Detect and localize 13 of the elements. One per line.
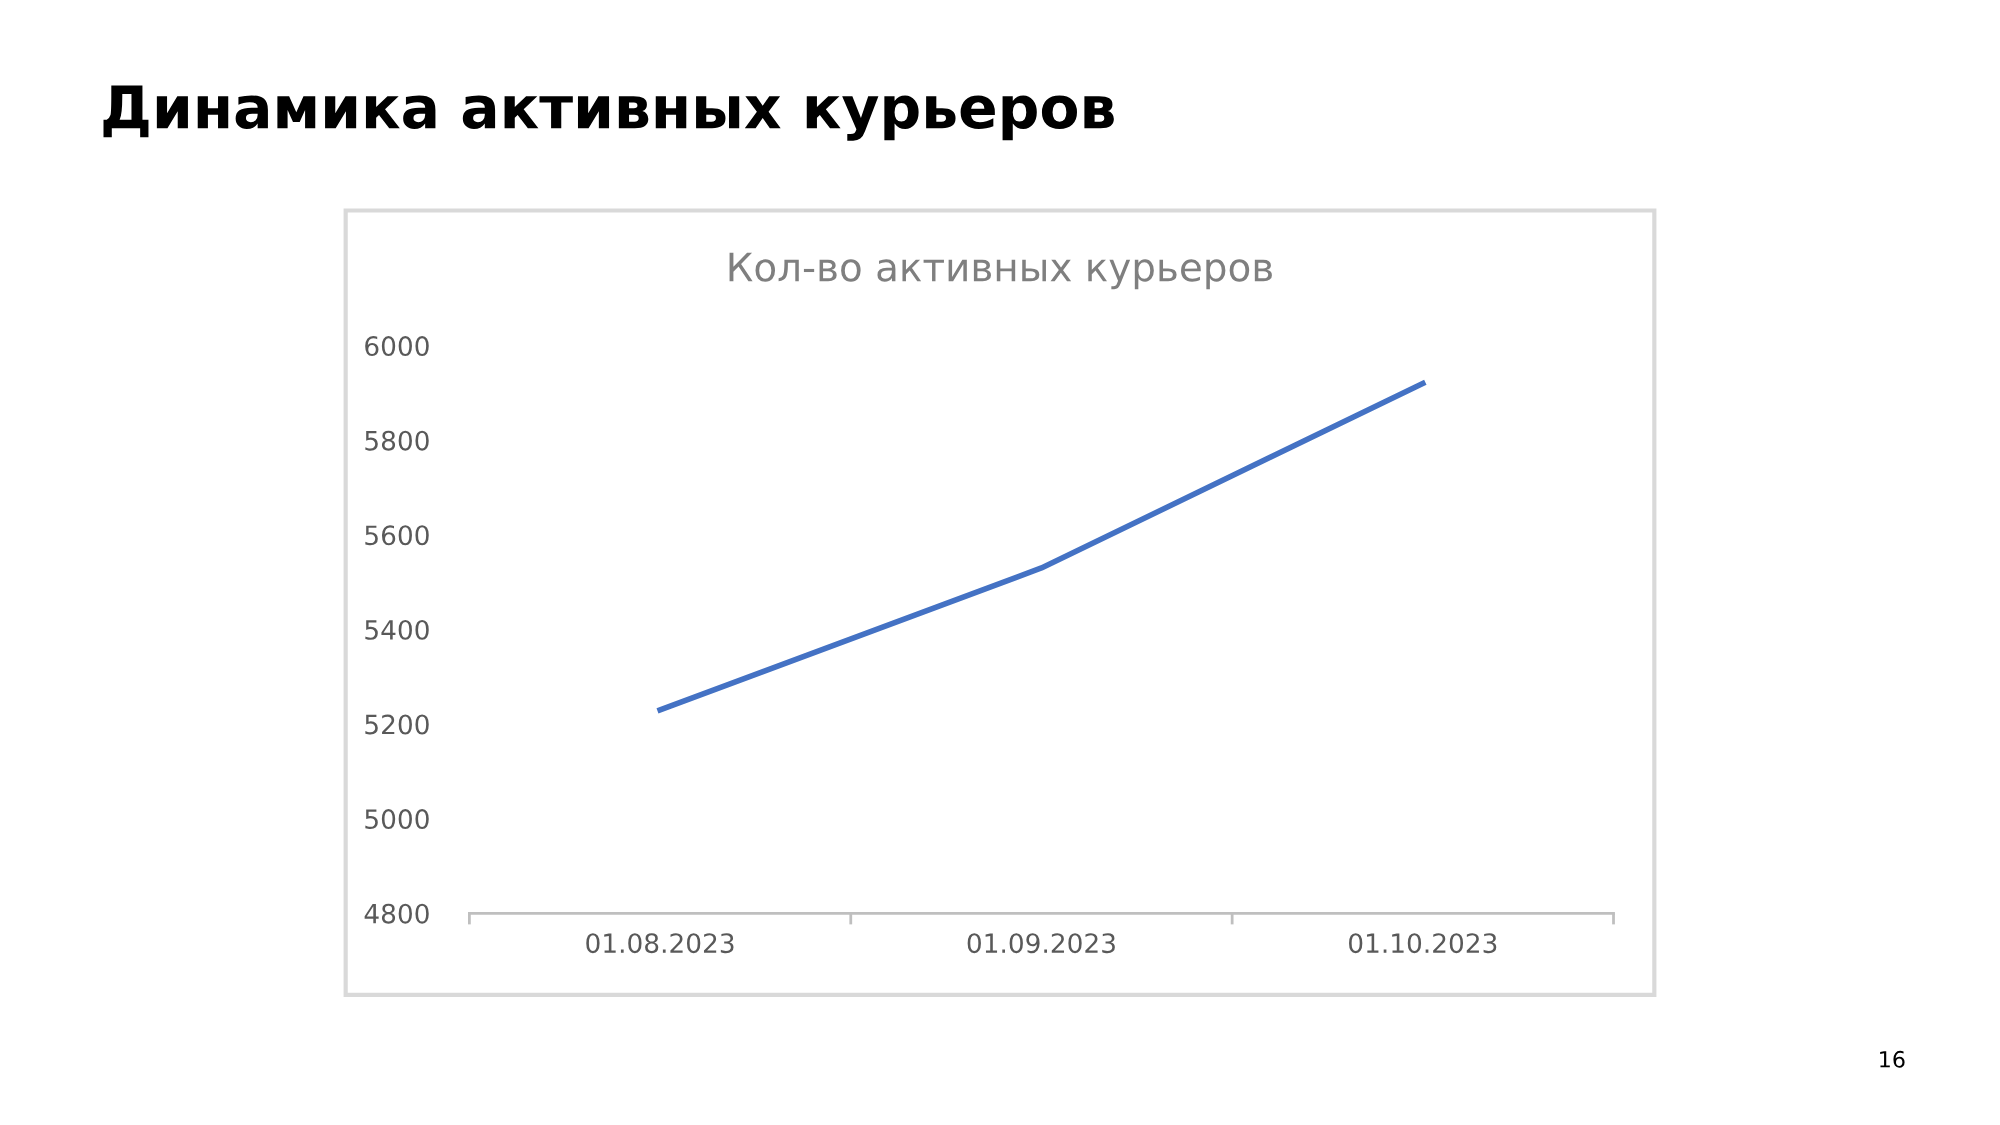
y-tick-label: 5400 xyxy=(365,619,429,640)
y-tick-label: 5000 xyxy=(365,809,429,830)
y-tick-label: 5600 xyxy=(365,525,429,546)
chart-title: Динамика активных курьеров xyxy=(103,85,1114,141)
x-tick-label: 01.08.2023 xyxy=(586,933,734,954)
y-tick-label: 5200 xyxy=(365,714,429,735)
x-tick-label: 01.10.2023 xyxy=(1349,933,1497,954)
y-tick-label: 4800 xyxy=(364,903,429,924)
y-tick-label: 5800 xyxy=(365,430,429,451)
chart-subtitle: Кол-во активных курьеров xyxy=(729,252,1272,290)
text: 16 xyxy=(1880,1050,1905,1068)
y-tick-label: 6000 xyxy=(365,336,429,357)
x-tick-label: 01.09.2023 xyxy=(967,933,1115,954)
